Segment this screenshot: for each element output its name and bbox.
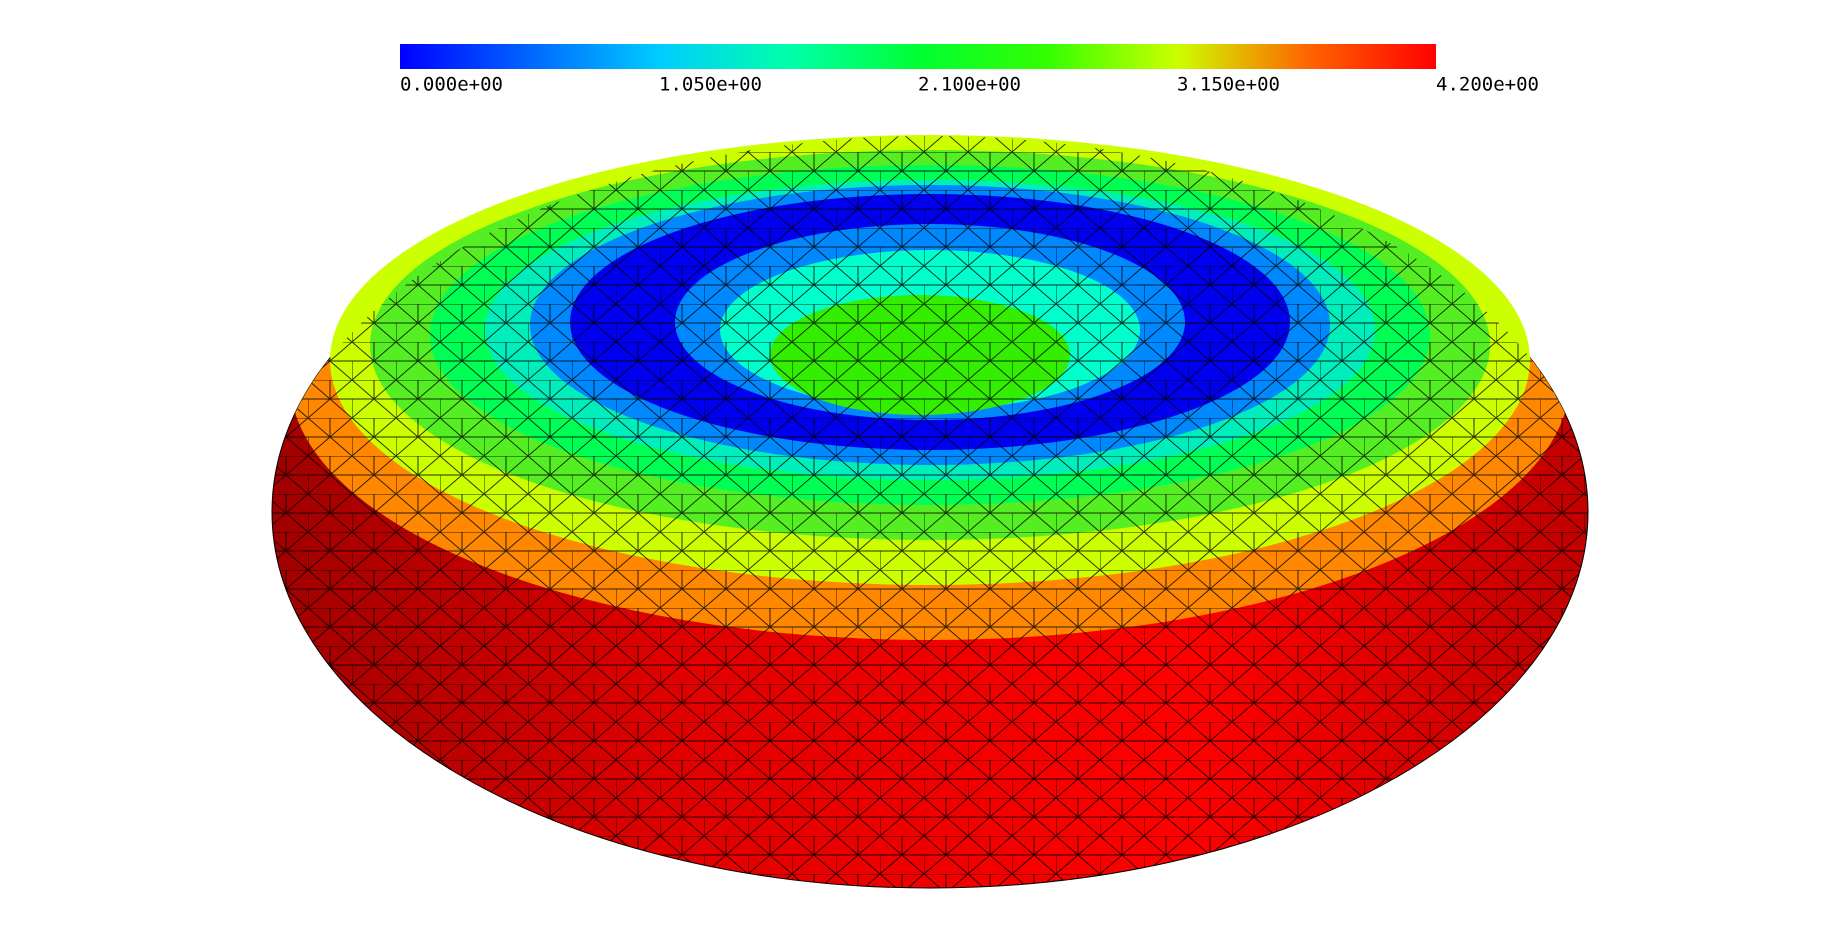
colorbar-label: 2.100e+00 bbox=[918, 74, 1021, 96]
colorbar-label: 4.200e+00 bbox=[1436, 74, 1539, 96]
colorbar-label: 1.050e+00 bbox=[659, 74, 762, 96]
colorbar: 0.000e+00 1.050e+00 2.100e+00 3.150e+00 4.20… bbox=[400, 44, 1539, 96]
torus bbox=[271, 135, 1589, 889]
colorbar-label: 3.150e+00 bbox=[1177, 74, 1280, 96]
colorbar-label: 0.000e+00 bbox=[400, 74, 503, 96]
colorbar-scale bbox=[400, 44, 1436, 69]
